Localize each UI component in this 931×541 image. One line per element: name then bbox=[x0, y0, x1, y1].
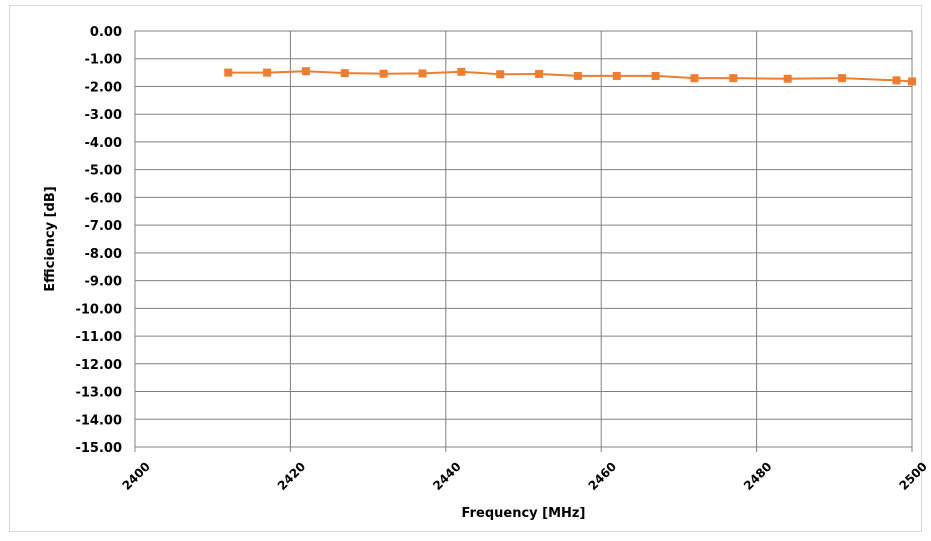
chart-frame bbox=[9, 5, 922, 532]
data-point bbox=[457, 67, 466, 76]
series-layer bbox=[224, 67, 916, 86]
data-point bbox=[838, 74, 847, 83]
y-tick-labels: 0.00 -1.00 -2.00 -3.00 -4.00 -5.00 -6.00 -7.00 -… bbox=[75, 25, 122, 456]
x-tick-label: 2440 bbox=[430, 459, 464, 493]
data-point bbox=[892, 76, 901, 85]
y-tick-label: -10.00 bbox=[75, 302, 122, 317]
data-point bbox=[573, 71, 582, 80]
data-point bbox=[379, 69, 388, 78]
y-tick-label: -5.00 bbox=[85, 164, 122, 179]
y-tick-label: -15.00 bbox=[75, 441, 122, 456]
data-point bbox=[496, 70, 505, 79]
y-tick-label: -9.00 bbox=[85, 275, 122, 290]
x-tick-label: 2400 bbox=[119, 459, 153, 493]
x-axis-title: Frequency [MHz] bbox=[462, 506, 586, 521]
data-point bbox=[301, 67, 310, 76]
y-tick-label: -3.00 bbox=[85, 108, 122, 123]
series-line bbox=[228, 70, 913, 83]
y-tick-label: -1.00 bbox=[85, 53, 122, 68]
x-tick-label: 2480 bbox=[741, 459, 775, 493]
y-tick-label: -7.00 bbox=[85, 219, 122, 234]
data-point bbox=[340, 69, 349, 78]
x-tick-labels: 2400 2420 2440 2460 2480 2500 bbox=[119, 459, 930, 493]
plot-area-border bbox=[134, 30, 913, 448]
y-tick-label: -11.00 bbox=[75, 330, 122, 345]
y-tick-label: -4.00 bbox=[85, 136, 122, 151]
data-point bbox=[783, 74, 792, 83]
y-tick-label: -13.00 bbox=[75, 386, 122, 401]
y-tick-label: 0.00 bbox=[90, 25, 122, 40]
y-tick-label: -6.00 bbox=[85, 191, 122, 206]
y-axis-title: Efficiency [dB] bbox=[43, 186, 58, 291]
grid-lines bbox=[134, 30, 913, 452]
data-point bbox=[729, 74, 738, 83]
x-tick-label: 2460 bbox=[586, 459, 620, 493]
x-tick-label: 2420 bbox=[275, 459, 309, 493]
data-point bbox=[535, 69, 544, 78]
y-tick-label: -8.00 bbox=[85, 247, 122, 262]
data-point bbox=[224, 68, 233, 77]
data-point bbox=[651, 71, 660, 80]
data-point bbox=[690, 74, 699, 83]
data-point bbox=[263, 68, 272, 77]
data-point bbox=[908, 77, 916, 86]
y-tick-label: -14.00 bbox=[75, 413, 122, 428]
y-tick-label: -12.00 bbox=[75, 358, 122, 373]
data-point bbox=[418, 69, 427, 78]
data-point bbox=[612, 71, 621, 80]
y-tick-label: -2.00 bbox=[85, 80, 122, 95]
x-tick-label: 2500 bbox=[896, 459, 930, 493]
